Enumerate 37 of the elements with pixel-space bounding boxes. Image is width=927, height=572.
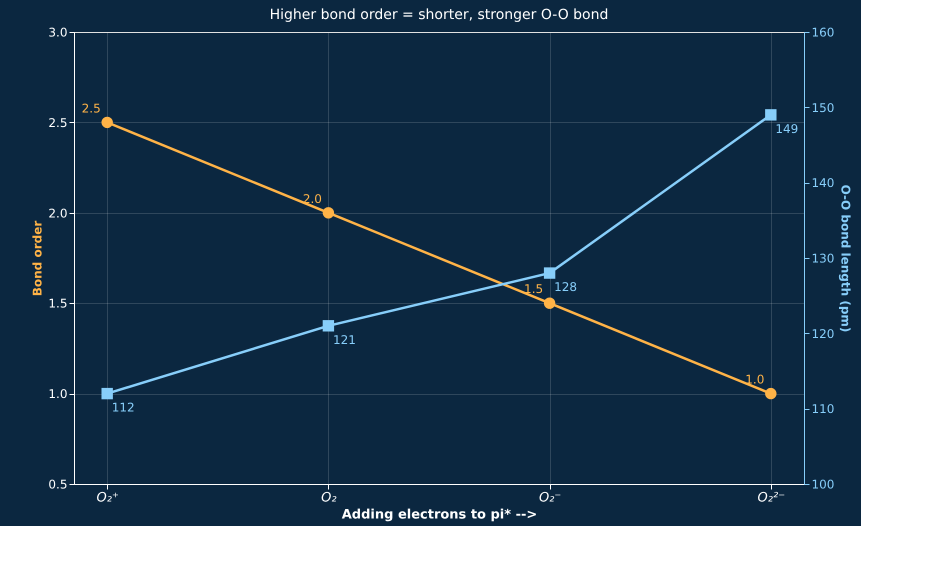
x-tick-label: O₂ bbox=[321, 490, 337, 506]
point bbox=[101, 116, 113, 128]
data-label: 1.0 bbox=[745, 372, 764, 387]
point bbox=[101, 388, 113, 400]
chart-title: Higher bond order = shorter, stronger O-O bond bbox=[270, 7, 608, 23]
y2-tick-label: 160 bbox=[812, 26, 834, 40]
y-tick-label: 2.5 bbox=[48, 116, 68, 130]
data-label: 2.0 bbox=[302, 192, 322, 206]
point bbox=[322, 320, 334, 332]
point bbox=[322, 207, 334, 218]
y-tick-label: 1.5 bbox=[48, 296, 68, 311]
point bbox=[765, 388, 777, 400]
data-label: 1.5 bbox=[524, 282, 544, 296]
y2-tick-label: 150 bbox=[812, 100, 834, 115]
x-axis-title: Adding electrons to pi* --> bbox=[342, 508, 538, 522]
y2-axis-title: O-O bond length (pm) bbox=[838, 184, 852, 332]
data-label: 112 bbox=[112, 400, 135, 415]
y2-tick-label: 140 bbox=[812, 176, 834, 190]
x-tick-label: O₂⁻ bbox=[538, 490, 562, 506]
x-tick-label: O₂⁺ bbox=[96, 490, 119, 506]
data-label: 149 bbox=[775, 122, 798, 136]
y2-tick-label: 130 bbox=[812, 252, 834, 266]
y2-tick-label: 110 bbox=[812, 402, 834, 416]
y-tick-label: 1.0 bbox=[48, 387, 68, 402]
y-tick-label: 2.0 bbox=[48, 206, 68, 220]
y-tick-label: 3.0 bbox=[48, 26, 68, 40]
point bbox=[544, 267, 556, 279]
y-tick-label: 0.5 bbox=[48, 478, 68, 492]
x-tick-label: O₂²⁻ bbox=[758, 490, 786, 506]
y2-tick-label: 120 bbox=[812, 326, 834, 341]
y2-tick-label: 100 bbox=[812, 478, 834, 492]
point bbox=[544, 298, 556, 309]
point bbox=[765, 109, 777, 121]
data-label: 121 bbox=[332, 332, 356, 347]
y-axis-title: Bond order bbox=[30, 220, 44, 296]
data-label: 2.5 bbox=[82, 101, 101, 116]
data-label: 128 bbox=[554, 280, 578, 294]
